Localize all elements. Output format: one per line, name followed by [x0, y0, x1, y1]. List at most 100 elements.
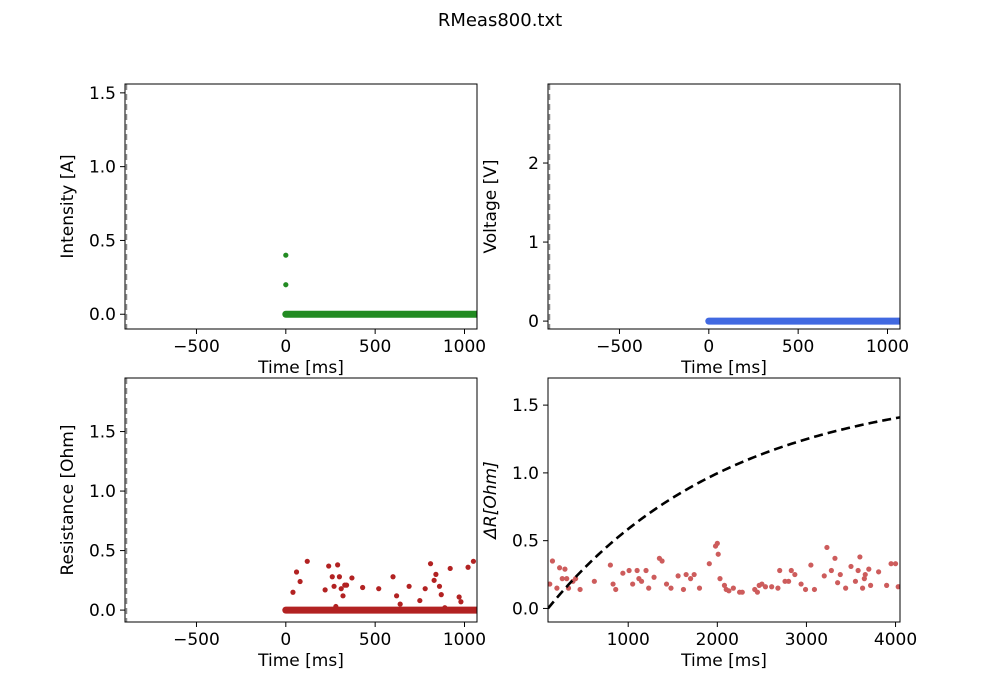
- data-point: [683, 571, 689, 578]
- data-point: [562, 566, 568, 572]
- data-point: [447, 565, 453, 572]
- x-tick-label: −500: [173, 337, 220, 357]
- data-point: [867, 582, 874, 589]
- y-tick-label: 1.0: [512, 464, 539, 484]
- x-tick-label: −500: [596, 337, 643, 357]
- data-point: [675, 573, 681, 579]
- x-tick-label: 4000: [874, 630, 917, 650]
- data-point: [304, 558, 310, 564]
- x-tick-label: 500: [359, 337, 391, 357]
- data-point: [798, 581, 804, 587]
- data-point: [843, 585, 849, 591]
- data-point: [630, 581, 636, 587]
- data-point: [293, 569, 300, 575]
- data-point: [852, 578, 859, 584]
- data-point: [591, 578, 597, 584]
- x-tick-label: 3000: [785, 630, 828, 650]
- y-axis-label: Voltage [V]: [481, 159, 501, 253]
- data-point: [837, 571, 843, 578]
- data-point: [726, 588, 732, 594]
- data-point: [397, 601, 403, 607]
- y-tick-label: 1: [528, 233, 539, 253]
- data-point: [715, 551, 721, 557]
- data-point: [326, 563, 332, 569]
- data-point: [835, 580, 841, 586]
- data-point: [338, 586, 344, 592]
- y-tick-label: 2: [528, 154, 539, 174]
- data-point: [564, 576, 570, 582]
- data-point: [659, 558, 665, 564]
- axes-frame: [124, 377, 478, 623]
- x-tick-label: 0: [703, 337, 714, 357]
- data-point: [620, 570, 626, 576]
- data-point: [406, 583, 412, 589]
- data-point: [821, 573, 827, 579]
- x-axis-label: Time [ms]: [680, 358, 767, 378]
- data-point: [792, 571, 798, 578]
- data-point: [335, 562, 341, 568]
- data-point: [646, 585, 652, 591]
- data-point: [470, 558, 477, 564]
- data-point: [691, 571, 697, 578]
- data-point: [861, 576, 867, 582]
- plot-area: [548, 84, 900, 329]
- fit-curve: [548, 416, 900, 610]
- x-axis-label: Time [ms]: [680, 651, 767, 671]
- x-tick-label: 1000: [866, 337, 909, 357]
- data-point: [548, 581, 553, 587]
- x-axis-label: Time [ms]: [257, 651, 344, 671]
- data-point: [297, 578, 303, 585]
- data-point: [290, 589, 296, 595]
- data-point: [786, 578, 792, 584]
- data-point: [668, 585, 674, 591]
- data-point: [456, 594, 462, 600]
- data-point: [828, 567, 834, 574]
- data-point: [360, 584, 366, 591]
- data-point: [782, 578, 788, 584]
- data-point: [759, 581, 765, 587]
- data-point: [754, 589, 761, 595]
- data-point: [283, 282, 289, 288]
- data-point: [717, 576, 723, 582]
- data-point: [634, 567, 640, 574]
- data-point: [721, 582, 728, 589]
- data-point: [465, 564, 471, 570]
- data-point: [436, 583, 443, 589]
- data-point: [859, 585, 866, 591]
- data-point: [329, 574, 335, 580]
- x-tick-label: 500: [782, 337, 814, 357]
- data-point: [433, 571, 439, 577]
- subplot-delta-r: 1000 2000 3000 4000 0.0 0.5 1.0 1.5 Time [ms] ΔR[…: [481, 377, 917, 671]
- axes-frame: [547, 83, 901, 330]
- data-point: [577, 586, 583, 593]
- data-point: [788, 567, 794, 574]
- data-point: [762, 584, 769, 590]
- data-point: [458, 599, 464, 605]
- x-tick-label: 0: [280, 337, 291, 357]
- x-tick-label: 1000: [607, 630, 650, 650]
- data-point: [438, 592, 444, 598]
- data-point: [322, 587, 328, 593]
- plot-area: [125, 378, 477, 622]
- data-point: [888, 561, 894, 567]
- y-axis-label: Resistance [Ohm]: [58, 425, 78, 576]
- y-tick-label: 1.0: [89, 482, 116, 502]
- data-point: [769, 584, 775, 590]
- plot-area: [548, 416, 900, 610]
- y-tick-label: 0.0: [89, 305, 116, 325]
- data-point: [866, 566, 872, 572]
- data-point: [638, 578, 645, 584]
- x-tick-label: 0: [280, 630, 291, 650]
- data-point: [663, 581, 670, 587]
- data-point: [651, 574, 657, 580]
- data-point: [687, 576, 694, 582]
- y-tick-label: 0: [528, 312, 539, 332]
- data-point: [802, 586, 809, 593]
- y-tick-label: 0.5: [89, 231, 116, 251]
- x-tick-label: 1000: [443, 337, 486, 357]
- data-point: [549, 558, 556, 564]
- data-point: [777, 567, 783, 574]
- subplot-voltage: −500 0 500 1000 0 1 2 Time [ms] Voltage [V]: [481, 83, 909, 378]
- data-point: [554, 585, 560, 591]
